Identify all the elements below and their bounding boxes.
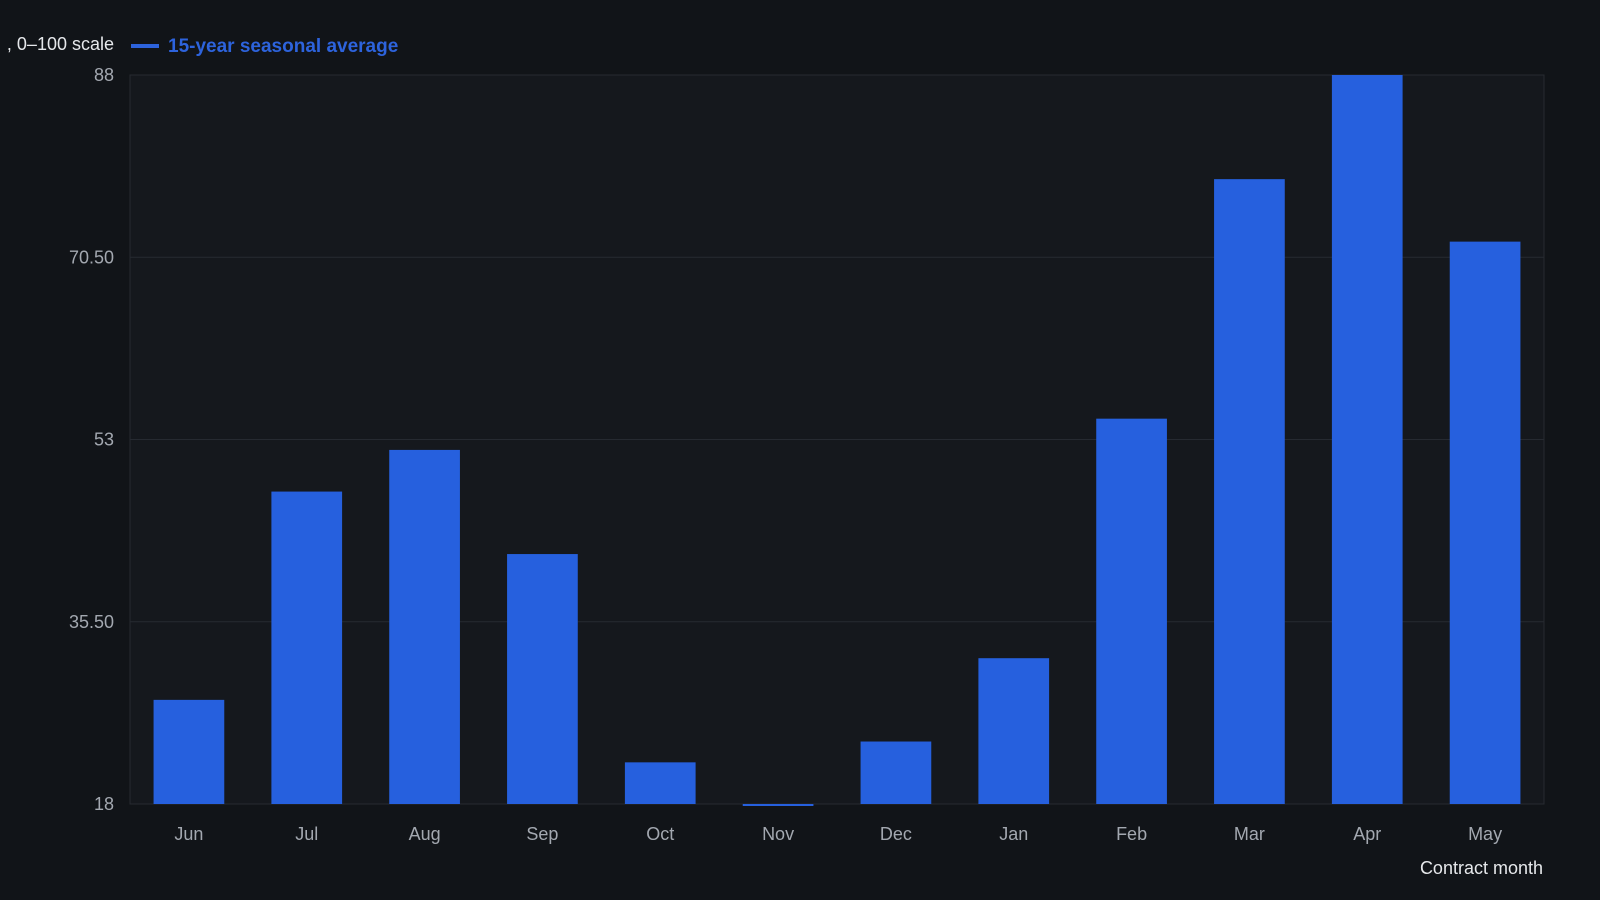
- bar-jan[interactable]: [978, 658, 1050, 804]
- x-tick-label: Jul: [295, 824, 318, 844]
- legend-item-scale: , 0–100 scale: [7, 34, 114, 54]
- y-tick-label: 18: [94, 794, 114, 814]
- bar-may[interactable]: [1449, 241, 1521, 805]
- y-tick-label: 70.50: [69, 247, 114, 267]
- bars: [153, 75, 1521, 806]
- bar-dec[interactable]: [860, 741, 932, 804]
- legend[interactable]: , 0–100 scale 15-year seasonal average: [7, 34, 398, 57]
- x-tick-label: May: [1468, 824, 1502, 844]
- x-tick-label: Oct: [646, 824, 674, 844]
- x-tick-label: Jun: [174, 824, 203, 844]
- bar-mar[interactable]: [1214, 179, 1285, 805]
- x-tick-label: Aug: [409, 824, 441, 844]
- bar-jul[interactable]: [271, 491, 343, 804]
- bar-nov[interactable]: [742, 804, 814, 806]
- bar-apr[interactable]: [1331, 75, 1403, 804]
- y-tick-label: 88: [94, 65, 114, 85]
- gridlines: [130, 256, 1544, 623]
- bar-sep[interactable]: [507, 554, 578, 804]
- x-tick-label: Sep: [526, 824, 558, 844]
- x-tick-label: Apr: [1353, 824, 1381, 844]
- bar-oct[interactable]: [624, 762, 696, 804]
- x-axis-ticks: Jun Jul Aug Sep Oct Nov Dec Jan Feb Mar Apr May: [174, 824, 1502, 844]
- bar-jun[interactable]: [153, 699, 225, 804]
- x-axis-title: Contract month: [1420, 858, 1543, 878]
- bar-feb[interactable]: [1096, 418, 1167, 804]
- x-tick-label: Jan: [999, 824, 1028, 844]
- x-tick-label: Feb: [1116, 824, 1147, 844]
- x-tick-label: Dec: [880, 824, 912, 844]
- y-tick-label: 53: [94, 430, 114, 450]
- x-tick-label: Nov: [762, 824, 794, 844]
- y-tick-label: 35.50: [69, 612, 114, 632]
- bar-aug[interactable]: [389, 449, 460, 804]
- y-axis-ticks: 18 35.50 53 70.50 88: [69, 65, 114, 814]
- x-tick-label: Mar: [1234, 824, 1265, 844]
- legend-item-series: 15-year seasonal average: [168, 36, 398, 57]
